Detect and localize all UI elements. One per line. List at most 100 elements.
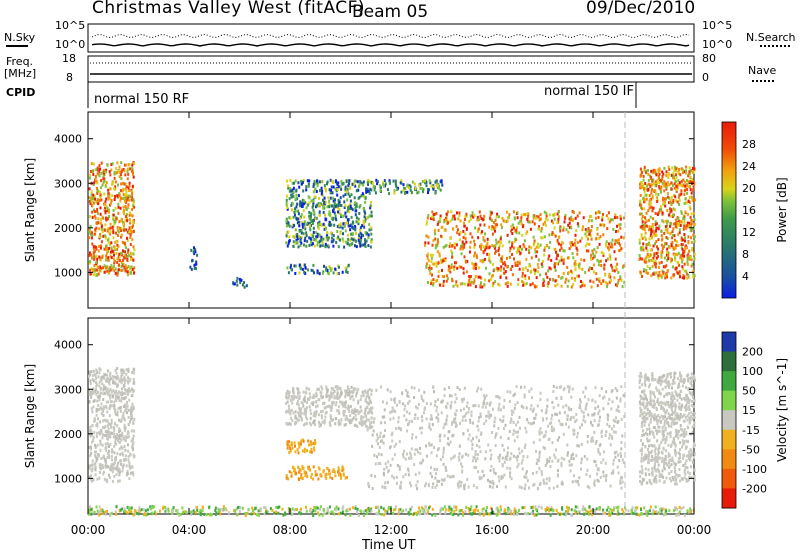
scatter-point xyxy=(89,170,92,173)
scatter-point xyxy=(678,272,681,276)
scatter-point xyxy=(441,399,444,403)
scatter-point xyxy=(105,379,107,383)
scatter-point xyxy=(316,203,319,207)
scatter-point xyxy=(293,210,296,214)
scatter-point xyxy=(664,228,667,232)
scatter-point xyxy=(647,178,650,182)
scatter-point xyxy=(345,240,348,244)
scatter-point xyxy=(562,249,565,253)
scatter-point xyxy=(307,268,309,272)
scatter-point xyxy=(308,465,310,469)
scatter-point xyxy=(561,480,564,484)
scatter-point xyxy=(321,243,324,247)
scatter-point xyxy=(98,245,100,248)
scatter-point xyxy=(115,371,118,375)
scatter-point xyxy=(664,265,667,269)
scatter-point xyxy=(88,196,91,200)
scatter-point xyxy=(100,218,103,222)
scatter-point xyxy=(117,205,120,209)
scatter-point xyxy=(419,182,422,186)
scatter-point xyxy=(485,246,488,250)
scatter-point xyxy=(108,170,111,174)
scatter-point xyxy=(297,441,300,445)
scatter-point xyxy=(555,257,558,261)
scatter-point xyxy=(532,214,535,218)
scatter-point xyxy=(351,232,354,236)
scatter-point xyxy=(123,388,126,391)
scatter-point xyxy=(576,252,579,256)
scatter-point xyxy=(117,230,120,234)
scatter-point xyxy=(343,413,346,417)
scatter-point xyxy=(494,280,497,284)
scatter-point xyxy=(690,240,693,244)
scatter-point xyxy=(335,203,338,207)
scatter-point xyxy=(526,217,529,221)
scatter-point xyxy=(431,215,434,219)
scatter-point xyxy=(491,485,494,489)
scatter-point xyxy=(645,255,648,259)
scatter-point xyxy=(426,254,429,257)
scatter-point xyxy=(520,222,523,226)
scatter-point xyxy=(509,249,511,253)
scatter-point xyxy=(393,444,396,448)
scatter-point xyxy=(329,417,332,421)
scatter-point xyxy=(127,416,130,419)
scatter-point xyxy=(314,414,317,418)
scatter-point xyxy=(521,280,524,283)
scatter-point xyxy=(611,238,614,242)
scatter-point xyxy=(406,184,409,188)
scatter-point xyxy=(373,417,376,421)
scatter-point xyxy=(576,444,579,448)
scatter-point xyxy=(96,422,99,426)
scatter-point xyxy=(116,424,119,428)
scatter-point xyxy=(574,233,577,237)
scatter-point xyxy=(542,222,545,226)
scatter-point xyxy=(594,400,597,404)
scatter-point xyxy=(117,202,120,206)
scatter-point xyxy=(575,263,578,266)
scatter-point xyxy=(300,417,303,421)
scatter-point xyxy=(578,264,580,268)
scatter-point xyxy=(117,169,120,173)
scatter-point xyxy=(526,212,529,215)
scatter-point xyxy=(416,406,419,410)
scatter-point xyxy=(512,432,515,436)
scatter-point xyxy=(379,431,382,435)
scatter-point xyxy=(448,244,451,248)
scatter-point xyxy=(517,462,520,466)
scatter-point xyxy=(330,267,333,271)
scatter-point xyxy=(437,417,440,421)
scatter-point xyxy=(584,386,587,390)
scatter-point xyxy=(471,211,474,215)
scatter-point xyxy=(331,191,334,195)
scatter-point xyxy=(537,258,540,262)
scatter-point xyxy=(128,462,131,466)
scatter-point xyxy=(491,263,494,267)
scatter-point xyxy=(555,250,558,254)
scatter-point xyxy=(439,458,442,461)
scatter-point xyxy=(131,169,134,173)
scatter-point xyxy=(108,445,110,448)
scatter-point xyxy=(658,265,660,269)
scatter-point xyxy=(300,229,303,232)
scatter-point xyxy=(671,240,674,244)
scatter-point xyxy=(678,228,681,232)
scatter-point xyxy=(537,242,539,246)
scatter-point xyxy=(369,400,372,404)
scatter-point xyxy=(618,249,621,253)
scatter-point xyxy=(581,284,584,288)
scatter-point xyxy=(467,453,470,457)
scatter-point xyxy=(303,412,306,416)
scatter-point xyxy=(421,426,424,430)
scatter-point xyxy=(540,470,543,473)
scatter-point xyxy=(422,459,425,463)
scatter-point xyxy=(565,228,568,232)
scatter-point xyxy=(312,190,315,194)
scatter-point xyxy=(582,411,585,415)
scatter-point xyxy=(343,245,346,249)
scatter-point xyxy=(528,276,530,280)
scatter-point xyxy=(334,267,337,271)
scatter-point xyxy=(391,410,393,414)
scatter-point xyxy=(521,271,524,275)
scatter-point xyxy=(685,276,688,280)
